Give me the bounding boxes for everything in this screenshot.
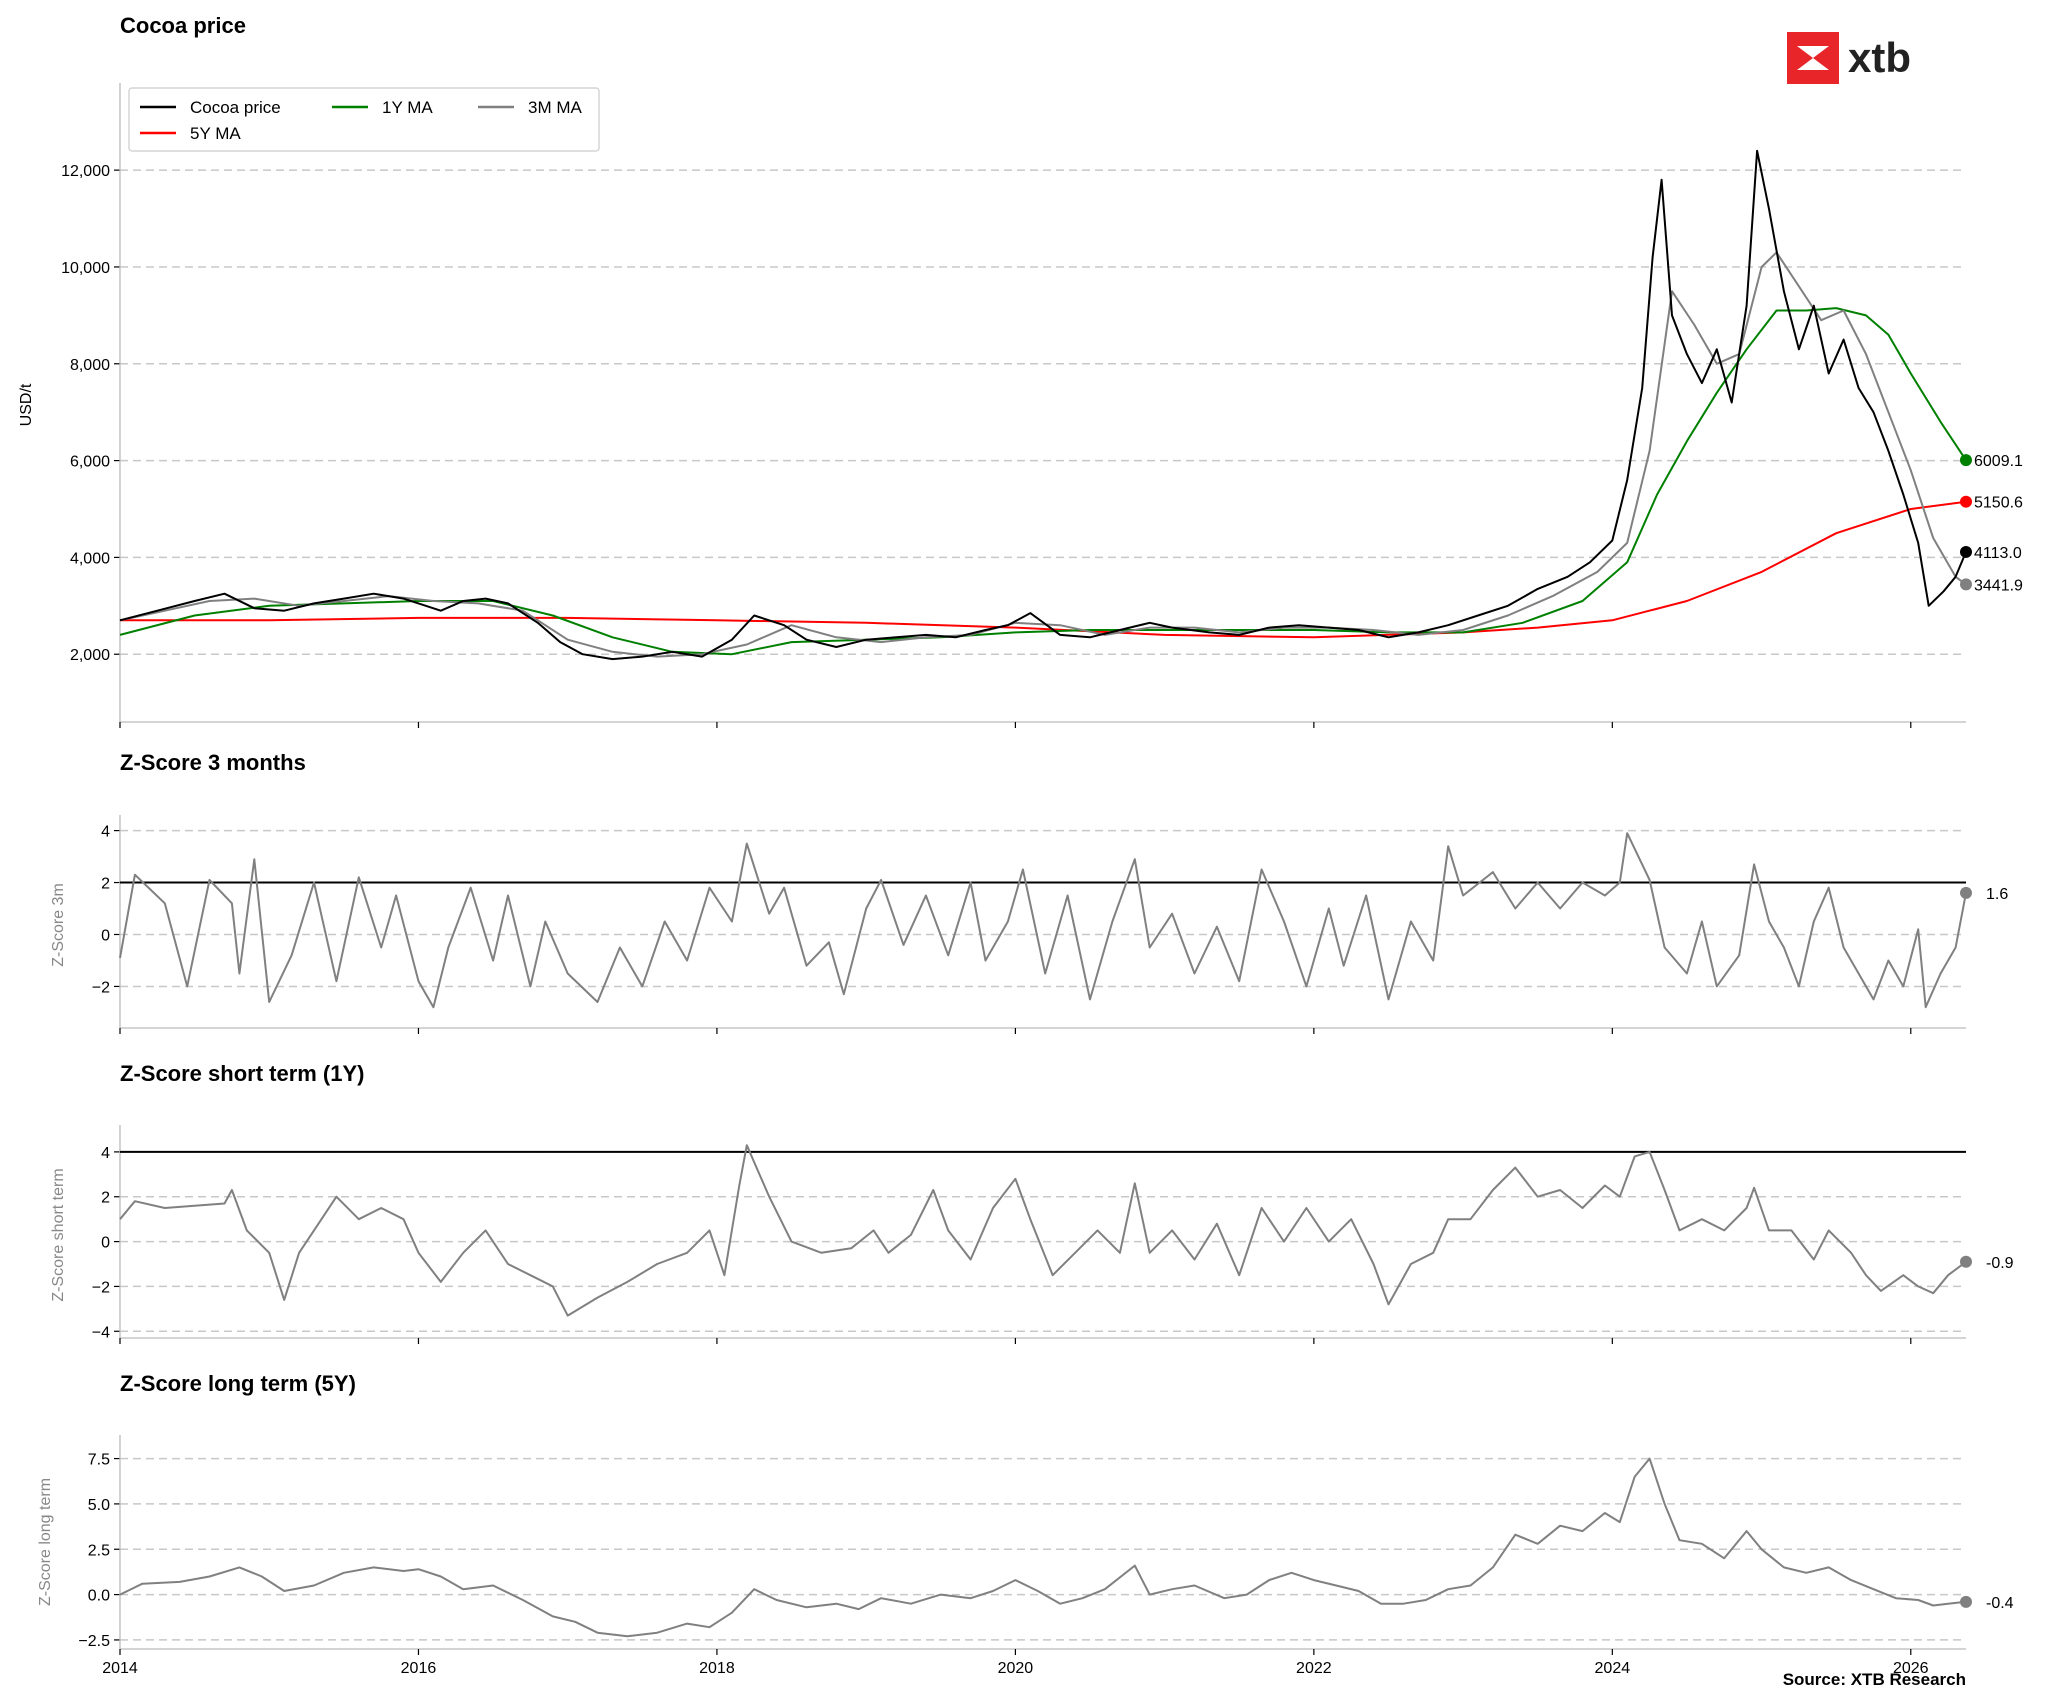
title-zscore-5y: Z-Score long term (5Y) (120, 1371, 356, 1396)
panel-0: 2,000 4,000 6,000 8,000 10,000 12,000 4113.0 60… (61, 83, 2023, 728)
title-zscore-1y: Z-Score short term (1Y) (120, 1061, 365, 1086)
end-marker-0-3m-ma (1960, 578, 1972, 591)
series-line-0-1y-ma (119, 307, 1967, 656)
end-marker-2-zscore (1960, 1255, 1972, 1268)
xtick-label-5: 2024 (1595, 1660, 1631, 1677)
ytick-label-1-2: 2 (101, 876, 110, 893)
end-label-0-3m-ma: 3441.9 (1974, 577, 2023, 594)
end-label-3-zscore: -0.4 (1986, 1595, 2014, 1612)
ylabel-price: USD/t (18, 383, 35, 426)
legend: Cocoa price 1Y MA 3M MA 5Y MA (128, 87, 600, 152)
ytick-label-0-3: 8,000 (70, 357, 110, 374)
series-line-3-zscore (119, 1457, 1967, 1638)
title-zscore-3m: Z-Score 3 months (120, 750, 306, 775)
title-price: Cocoa price (120, 13, 246, 38)
end-marker-0-1y-ma (1960, 454, 1972, 467)
end-label-0-cocoa-price: 4113.0 (1974, 545, 2022, 562)
xtick-label-6: 2026 (1893, 1660, 1929, 1677)
plot-area: 2,000 4,000 6,000 8,000 10,000 12,000 4113.0 60… (61, 83, 2023, 1677)
series-line-1-zscore (119, 832, 1967, 1009)
ytick-label-0-2: 6,000 (70, 454, 110, 471)
ytick-label-3-0: −2.5 (78, 1633, 110, 1650)
end-marker-3-zscore (1960, 1595, 1972, 1608)
panel-1: −2 0 2 4 1.6 (92, 815, 2008, 1034)
ytick-label-3-2: 2.5 (88, 1542, 110, 1559)
ylabel-zscore-5y: Z-Score long term (37, 1478, 54, 1606)
legend-box (128, 87, 600, 152)
legend-label-cocoa-price: Cocoa price (190, 98, 281, 117)
xtick-label-2: 2018 (699, 1660, 735, 1677)
ytick-label-0-0: 2,000 (70, 647, 110, 664)
ytick-label-3-3: 5.0 (88, 1497, 110, 1514)
end-marker-1-zscore (1960, 886, 1972, 899)
ytick-label-2-2: 0 (101, 1235, 110, 1252)
xtb-logo: xtb (1787, 32, 1911, 84)
end-marker-0-5y-ma (1960, 495, 1972, 508)
ytick-label-3-4: 7.5 (88, 1452, 110, 1469)
end-marker-0-cocoa-price (1960, 545, 1972, 558)
ytick-label-1-3: 4 (101, 824, 110, 841)
series-line-0-3m-ma (119, 251, 1967, 658)
legend-label-3m-ma: 3M MA (528, 98, 583, 117)
xtb-logo-glyph-icon (1797, 46, 1829, 70)
source-note: Source: XTB Research (1783, 1670, 1966, 1689)
ytick-label-0-1: 4,000 (70, 550, 110, 567)
end-label-1-zscore: 1.6 (1986, 886, 2008, 903)
end-label-0-5y-ma: 5150.6 (1974, 495, 2023, 512)
xtick-label-4: 2022 (1296, 1660, 1332, 1677)
series-line-0-5y-ma (120, 500, 1967, 639)
xtb-logo-text: xtb (1848, 34, 1911, 81)
ytick-label-1-0: −2 (92, 979, 110, 996)
xtick-label-0: 2014 (102, 1660, 138, 1677)
ytick-label-0-5: 12,000 (61, 163, 110, 180)
xtick-label-3: 2020 (998, 1660, 1034, 1677)
end-label-2-zscore: -0.9 (1986, 1255, 2014, 1272)
ytick-label-2-4: 4 (101, 1145, 110, 1162)
panel-3: −2.5 0.0 2.5 5.0 7.5 2014 2016 2018 2020 2022 2024… (78, 1435, 2014, 1677)
ylabel-zscore-1y: Z-Score short term (50, 1168, 67, 1301)
ylabel-zscore-3m: Z-Score 3m (50, 883, 67, 967)
legend-label-5y-ma: 5Y MA (190, 124, 241, 143)
ytick-label-0-4: 10,000 (61, 260, 110, 277)
xtick-label-1: 2016 (401, 1660, 437, 1677)
end-label-0-1y-ma: 6009.1 (1974, 453, 2023, 470)
ytick-label-1-1: 0 (101, 927, 110, 944)
legend-label-1y-ma: 1Y MA (382, 98, 433, 117)
series-line-2-zscore (119, 1144, 1967, 1317)
ytick-label-3-1: 0.0 (88, 1588, 110, 1605)
series-line-0-cocoa-price (119, 149, 1967, 661)
ytick-label-2-3: 2 (101, 1190, 110, 1207)
ytick-label-2-0: −4 (92, 1324, 110, 1341)
ytick-label-2-1: −2 (92, 1279, 110, 1296)
panel-2: −4 −2 0 2 4 -0.9 (92, 1125, 2014, 1344)
